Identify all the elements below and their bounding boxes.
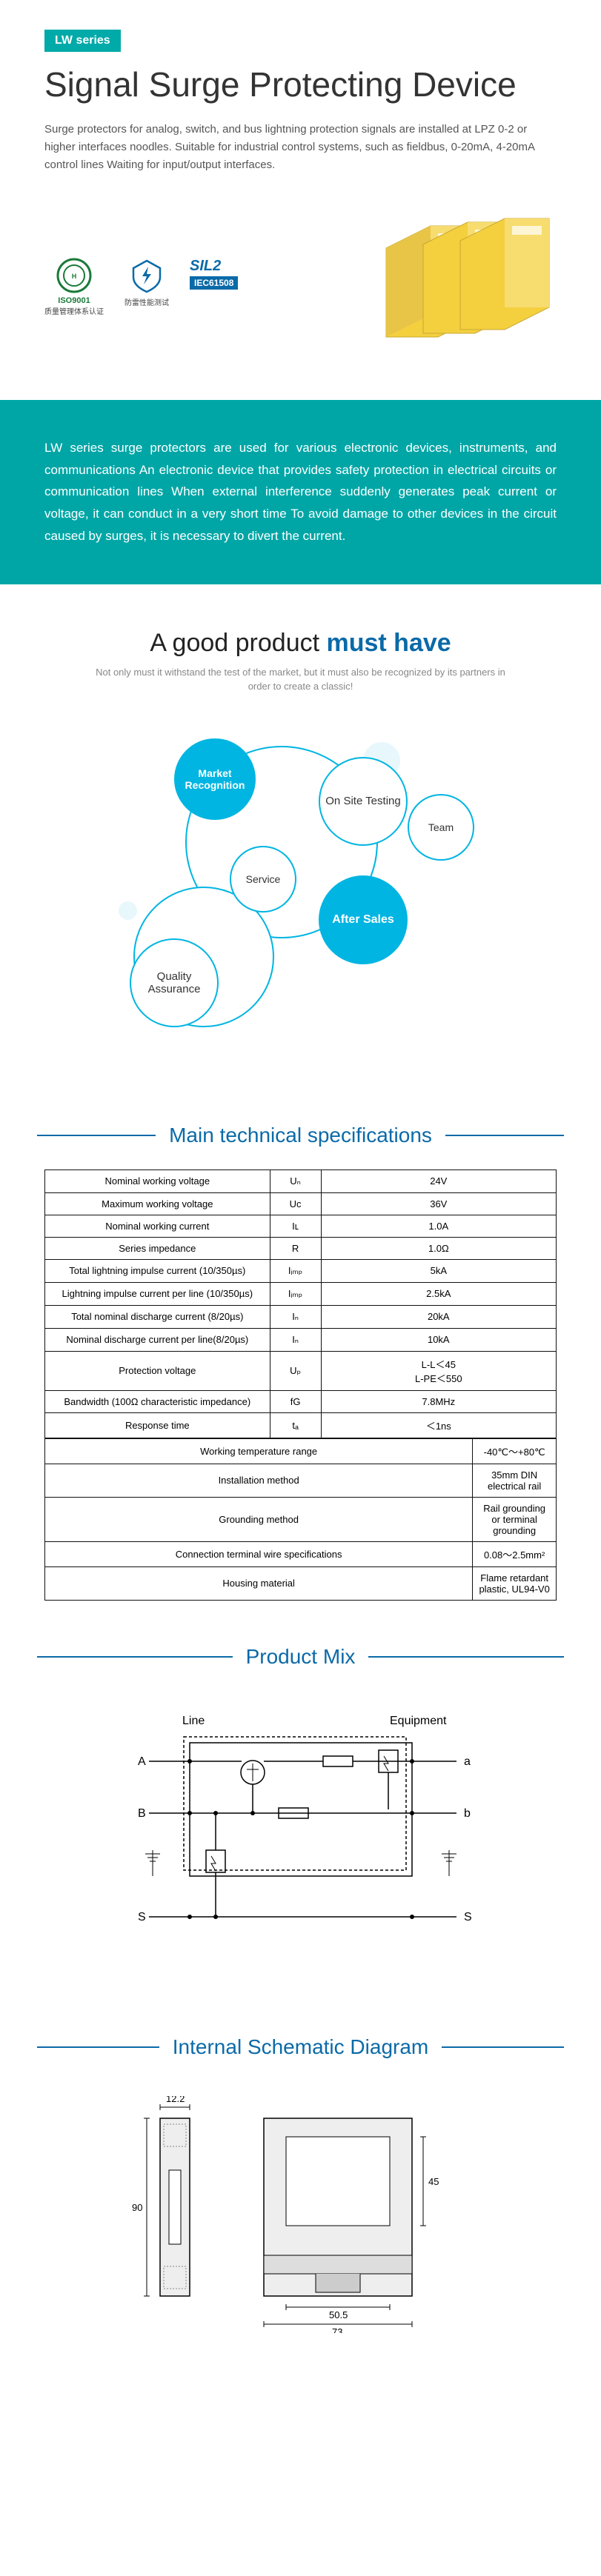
table-row: Nominal working voltageUₙ24V [45,1169,557,1192]
iso-sublabel: 质量管理体系认证 [44,305,104,316]
cert-lightning: 防雷性能测试 [124,258,169,307]
sil-sublabel: IEC61508 [190,276,238,290]
hero-description: Surge protectors for analog, switch, and… [44,121,557,174]
table-row: Total lightning impulse current (10/350µ… [45,1259,557,1282]
table-row: Maximum working voltageUᴄ36V [45,1192,557,1215]
table-row: Grounding methodRail grounding or termin… [45,1497,557,1541]
table-row: Response timetₐ＜1ns [45,1412,557,1438]
table-row: Bandwidth (100Ω characteristic impedance… [45,1390,557,1412]
svg-text:73: 73 [332,2326,342,2333]
product-mix-diagram: Line Equipment A a B b S S [0,1691,601,1991]
table-row: Total nominal discharge current (8/20µs)… [45,1305,557,1328]
bubble-team: Team [408,794,474,861]
specs-table: Nominal working voltageUₙ24VMaximum work… [44,1169,557,1438]
table-row: Nominal working currentIʟ1.0A [45,1215,557,1237]
schem-heading: Internal Schematic Diagram [37,2035,564,2059]
cert-sil: SIL2 IEC61508 [190,258,238,290]
svg-text:90: 90 [132,2202,142,2213]
bubble-market: Market Recognition [174,738,256,820]
table-row: Lightning impulse current per line (10/3… [45,1282,557,1305]
circle-dot2 [119,901,137,920]
table-row: Working temperature range-40℃～+80℃ [45,1438,557,1464]
svg-text:45: 45 [428,2176,439,2187]
lightning-icon [129,258,165,293]
certifications: H ISO9001 质量管理体系认证 防雷性能测试 SIL2 IEC61508 [44,258,238,316]
bubble-service: Service [230,846,296,912]
svg-text:H: H [72,273,77,280]
teal-description: LW series surge protectors are used for … [0,400,601,584]
lightning-label: 防雷性能测试 [124,296,169,307]
page-title: Signal Surge Protecting Device [44,65,557,104]
svg-text:50.5: 50.5 [329,2309,348,2320]
sil-label: SIL2 [190,258,238,275]
hero-section: LW series Signal Surge Protecting Device… [0,0,601,400]
iso-label: ISO9001 [58,296,90,305]
specs-heading: Main technical specifications [37,1124,564,1147]
table-row: Series impedanceR1.0Ω [45,1237,557,1259]
mix-heading: Product Mix [37,1645,564,1669]
bubble-onsite: On Site Testing [319,757,408,846]
schem-title: Internal Schematic Diagram [173,2035,428,2059]
cert-iso: H ISO9001 质量管理体系认证 [44,258,104,316]
mix-title: Product Mix [246,1645,356,1669]
hero-bottom-row: H ISO9001 质量管理体系认证 防雷性能测试 SIL2 IEC61508 [44,211,557,363]
svg-text:A: A [138,1755,146,1768]
table-row: Housing materialFlame retardant plastic,… [45,1566,557,1600]
product-image [364,211,557,363]
svg-text:S: S [464,1911,472,1923]
bubble-diagram: Market Recognition On Site Testing Team … [44,716,557,1042]
table-row: Nominal discharge current per line(8/20µ… [45,1328,557,1351]
specs-table2: Working temperature range-40℃～+80℃Instal… [44,1438,557,1601]
bubble-after: After Sales [319,875,408,964]
good-product-subtitle: Not only must it withstand the test of t… [93,665,508,694]
table-row: Installation method35mm DIN electrical r… [45,1464,557,1497]
specs-title: Main technical specifications [169,1124,432,1147]
mix-equip-label: Equipment [390,1715,447,1727]
good-product-title: A good product must have [44,629,557,658]
svg-text:S: S [138,1911,146,1923]
schematic-diagram: 90 12.2 45 50.5 73 [0,2081,601,2381]
series-badge: LW series [44,30,121,52]
bubble-quality: Quality Assurance [130,938,219,1027]
table-row: Protection voltageUₚL-L＜45L-PE＜550 [45,1351,557,1390]
svg-text:B: B [138,1807,146,1820]
svg-text:12.2: 12.2 [166,2096,185,2104]
svg-text:a: a [464,1755,471,1768]
good-product-section: A good product must have Not only must i… [0,584,601,1079]
iso-icon: H [56,258,92,293]
mix-line-label: Line [182,1715,205,1727]
svg-text:b: b [464,1807,471,1820]
table-row: Connection terminal wire specifications0… [45,1541,557,1566]
